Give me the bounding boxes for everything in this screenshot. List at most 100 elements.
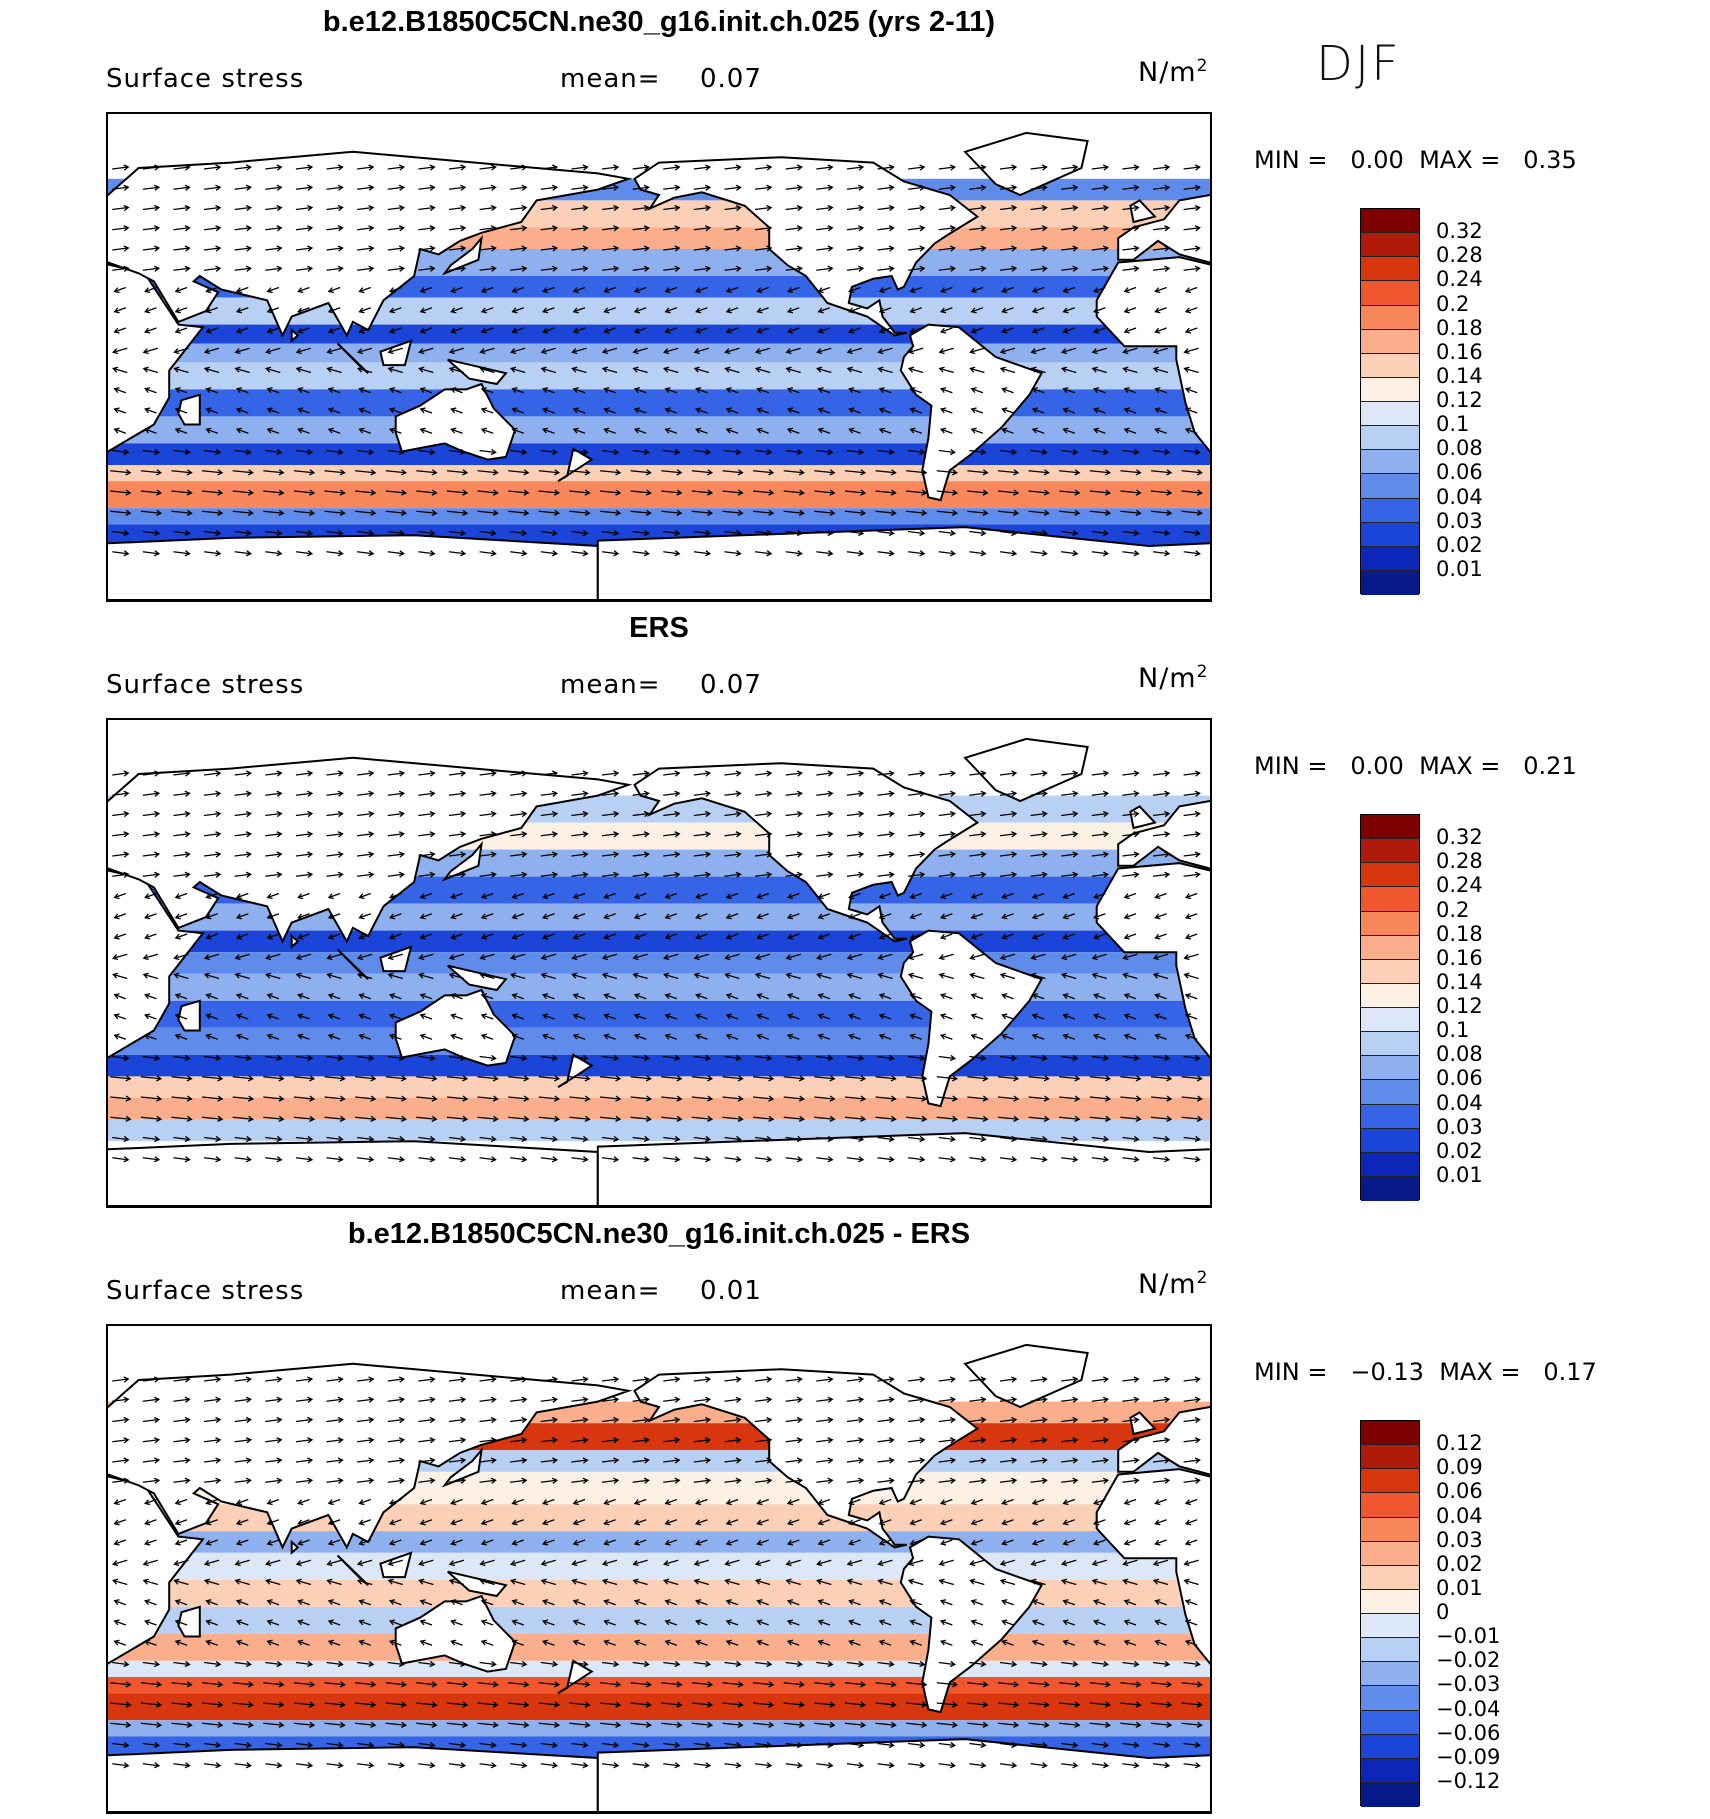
colorbar-swatch xyxy=(1361,353,1419,378)
stress-band xyxy=(108,362,1210,390)
colorbar-swatch xyxy=(1361,377,1419,402)
coastline xyxy=(633,762,980,943)
colorbar-tick-label: 0.18 xyxy=(1436,315,1483,340)
coastline xyxy=(394,988,517,1067)
variable-label: Surface stress xyxy=(106,1276,305,1306)
colorbar-swatch xyxy=(1361,1469,1419,1494)
colorbar-tick-label: 0.02 xyxy=(1436,532,1483,557)
max-label: MAX = xyxy=(1419,752,1501,780)
stress-band xyxy=(108,952,1210,974)
stress-band xyxy=(108,416,1210,444)
coastline xyxy=(1129,199,1157,224)
colorbar-swatch xyxy=(1361,1782,1419,1807)
coastline xyxy=(1095,256,1210,453)
coastline xyxy=(899,1535,1044,1714)
colorbar-swatch xyxy=(1361,1758,1419,1783)
colorbar-swatch xyxy=(1361,257,1419,282)
coastline xyxy=(596,526,1210,600)
stress-band xyxy=(108,1076,1210,1098)
coastline xyxy=(963,131,1089,197)
colorbar-tick-label: 0.03 xyxy=(1436,1527,1483,1552)
stress-band xyxy=(108,324,1210,344)
min-max-readout: MIN = 0.00 MAX = 0.35 xyxy=(1254,146,1577,174)
colorbar-tick-label: 0.32 xyxy=(1436,825,1483,850)
stress-band xyxy=(108,1677,1210,1694)
colorbar-swatch xyxy=(1361,1128,1419,1153)
colorbar-tick-label: 0.03 xyxy=(1436,508,1483,533)
colorbar-swatch xyxy=(1361,959,1419,984)
colorbar-swatch xyxy=(1361,546,1419,571)
colorbar-tick-label: 0.28 xyxy=(1436,243,1483,268)
colorbar-swatch xyxy=(1361,1008,1419,1033)
colorbar-swatch xyxy=(1361,863,1419,888)
coastline xyxy=(963,1343,1089,1409)
map-svg xyxy=(108,720,1210,1206)
stress-band xyxy=(108,1693,1210,1721)
colorbar-tick-label: 0.1 xyxy=(1436,412,1470,437)
coastline xyxy=(379,339,413,367)
colorbar-swatch xyxy=(1361,1614,1419,1639)
colorbar-tick-label: 0.18 xyxy=(1436,921,1483,946)
colorbar-tick-label: 0.04 xyxy=(1436,1090,1483,1115)
colorbar-swatch xyxy=(1361,426,1419,451)
colorbar-swatch xyxy=(1361,281,1419,306)
map-plot xyxy=(106,1324,1212,1814)
colorbar-swatch xyxy=(1361,1734,1419,1759)
mean-value: 0.07 xyxy=(700,64,762,94)
map-svg xyxy=(108,1326,1210,1812)
coastline xyxy=(1095,1468,1210,1665)
colorbar-tick-label: 0.08 xyxy=(1436,436,1483,461)
coastline xyxy=(336,948,369,980)
colorbar-swatch xyxy=(1361,1421,1419,1446)
coastline xyxy=(1095,862,1210,1059)
colorbar-tick-label: 0.28 xyxy=(1436,849,1483,874)
mean-label: mean= xyxy=(560,64,661,94)
colorbar-tick-label: 0.04 xyxy=(1436,1503,1483,1528)
map-plot xyxy=(106,718,1212,1208)
max-value: 0.35 xyxy=(1523,146,1577,174)
coastline xyxy=(557,447,594,483)
panel-title: b.e12.B1850C5CN.ne30_g16.init.ch.025 - E… xyxy=(347,1218,971,1250)
colorbar-tick-label: 0.16 xyxy=(1436,945,1483,970)
colorbar-tick-label: 0.12 xyxy=(1436,1431,1483,1456)
variable-label: Surface stress xyxy=(106,64,305,94)
colorbar-tick-label: 0.1 xyxy=(1436,1018,1470,1043)
colorbar-tick-label: 0.08 xyxy=(1436,1042,1483,1067)
coastline xyxy=(177,999,201,1032)
colorbar-swatch xyxy=(1361,935,1419,960)
colorbar-tick-label: 0.06 xyxy=(1436,460,1483,485)
stress-band xyxy=(108,465,1210,482)
panel-title: ERS xyxy=(629,612,689,644)
colorbar-swatch xyxy=(1361,1589,1419,1614)
stress-band xyxy=(108,481,1210,509)
colorbar-swatch xyxy=(1361,1638,1419,1663)
colorbar-tick-label: 0.2 xyxy=(1436,291,1470,316)
colorbar-tick-label: 0.09 xyxy=(1436,1455,1483,1480)
coastline xyxy=(336,342,369,374)
colorbar-swatch xyxy=(1361,474,1419,499)
colorbar-tick-label: −0.01 xyxy=(1436,1624,1501,1649)
coastline xyxy=(1129,1411,1157,1436)
coastline xyxy=(441,1446,483,1488)
colorbar-tick-label: 0.14 xyxy=(1436,363,1483,388)
colorbar-tick-label: −0.02 xyxy=(1436,1648,1501,1673)
coastline xyxy=(557,1053,594,1089)
coastline xyxy=(441,840,483,882)
colorbar-tick-label: 0 xyxy=(1436,1600,1450,1624)
colorbar-swatch xyxy=(1361,1032,1419,1057)
colorbar-swatch xyxy=(1361,1056,1419,1081)
colorbar-tick-label: 0.14 xyxy=(1436,969,1483,994)
colorbar xyxy=(1360,208,1420,595)
variable-label: Surface stress xyxy=(106,670,305,700)
stress-band xyxy=(108,1552,1210,1580)
coastline xyxy=(177,393,201,426)
colorbar-swatch xyxy=(1361,911,1419,936)
colorbar-tick-label: 0.2 xyxy=(1436,897,1470,922)
map-svg xyxy=(108,114,1210,600)
colorbar-swatch xyxy=(1361,1517,1419,1542)
coastline xyxy=(596,1132,1210,1206)
colorbar-tick-label: 0.12 xyxy=(1436,388,1483,412)
colorbar-swatch xyxy=(1361,815,1419,840)
colorbar-swatch xyxy=(1361,983,1419,1008)
coastline xyxy=(394,382,517,461)
